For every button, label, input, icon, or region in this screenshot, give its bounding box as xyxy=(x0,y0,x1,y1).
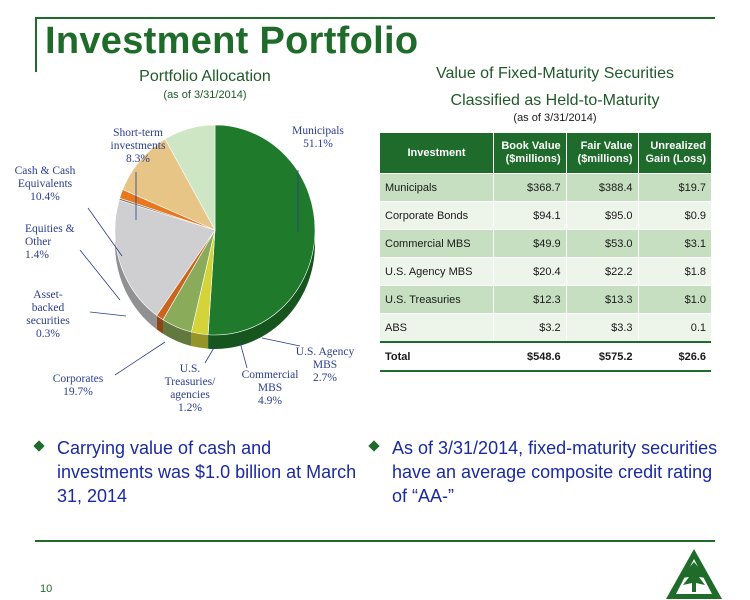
row-fair: $95.0 xyxy=(566,201,639,230)
pie-leader-line xyxy=(87,207,123,257)
pie-subtitle: (as of 3/31/2014) xyxy=(163,89,247,101)
table-row: Municipals $368.7 $388.4 $19.7 xyxy=(380,173,711,202)
pie-leader-line xyxy=(239,341,248,369)
diamond-bullet-icon xyxy=(33,440,45,452)
pie-leader-line xyxy=(114,341,166,376)
total-book: $548.6 xyxy=(493,341,567,372)
table-title-line1: Value of Fixed-Maturity Securities xyxy=(435,65,674,82)
pie-leader-line xyxy=(89,311,127,317)
header-unrealized-gain: Unrealized Gain (Loss) xyxy=(638,133,711,174)
row-fair: $53.0 xyxy=(566,229,639,258)
row-name: Commercial MBS xyxy=(380,229,494,258)
tree-logo-icon xyxy=(666,549,722,599)
table-subtitle: (as of 3/31/2014) xyxy=(513,112,597,124)
bullet-carrying-value: Carrying value of cash and investments w… xyxy=(33,436,357,508)
table-row: Commercial MBS $49.9 $53.0 $3.1 xyxy=(380,229,711,258)
pie-slice xyxy=(114,199,216,316)
row-book: $3.2 xyxy=(493,313,567,342)
bullet-text: As of 3/31/2014, fixed-maturity securiti… xyxy=(392,438,718,506)
pie-slice-side xyxy=(208,230,315,349)
header-fair-value: Fair Value ($millions) xyxy=(566,133,639,174)
row-book: $12.3 xyxy=(493,285,567,314)
table-row: U.S. Treasuries $12.3 $13.3 $1.0 xyxy=(380,285,711,314)
header-book-value: Book Value ($millions) xyxy=(493,133,567,174)
pie-slice xyxy=(207,124,316,336)
pie-slice-side xyxy=(156,315,164,334)
pie-slice-side xyxy=(191,332,209,349)
row-fair: $22.2 xyxy=(566,257,639,286)
pie-slice-label: Equities & Other 1.4% xyxy=(25,223,75,261)
title-rule xyxy=(35,17,715,19)
table-title: Value of Fixed-Maturity Securities Class… xyxy=(400,60,710,114)
total-name: Total xyxy=(380,341,494,372)
pie-title: Portfolio Allocation xyxy=(139,68,271,85)
total-fair: $575.2 xyxy=(566,341,639,372)
pie-slice-label: Asset-backed securities 0.3% xyxy=(26,289,70,340)
pie-slice-label: Commercial MBS 4.9% xyxy=(242,369,299,407)
pie-chart: Municipals 51.1% U.S. Agency MBS 2.7%Commerc… xyxy=(15,124,355,414)
header-investment: Investment xyxy=(380,133,494,174)
pie-slice-label: Municipals 51.1% xyxy=(292,125,344,150)
held-to-maturity-table: Investment Book Value ($millions) Fair V… xyxy=(380,133,711,372)
pie-slice-side xyxy=(115,230,157,330)
row-name: U.S. Agency MBS xyxy=(380,257,494,286)
row-gain: $19.7 xyxy=(638,173,711,202)
row-name: ABS xyxy=(380,313,494,342)
page-number: 10 xyxy=(40,583,53,595)
row-book: $49.9 xyxy=(493,229,567,258)
row-gain: $0.9 xyxy=(638,201,711,230)
table-row: Corporate Bonds $94.1 $95.0 $0.9 xyxy=(380,201,711,230)
row-book: $20.4 xyxy=(493,257,567,286)
table-title-line2: Classified as Held-to-Maturity xyxy=(450,92,660,109)
pie-slice-label: Short-term investments 8.3% xyxy=(111,127,166,165)
row-book: $94.1 xyxy=(493,201,567,230)
table-row: ABS $3.2 $3.3 0.1 xyxy=(380,313,711,342)
table-header-row: Investment Book Value ($millions) Fair V… xyxy=(380,133,711,174)
title-rule-vertical xyxy=(35,17,37,72)
diamond-bullet-icon xyxy=(368,440,380,452)
bullet-text: Carrying value of cash and investments w… xyxy=(57,438,357,506)
bullet-credit-rating: As of 3/31/2014, fixed-maturity securiti… xyxy=(368,436,732,508)
row-book: $368.7 xyxy=(493,173,567,202)
pie-slice-label: U.S. Treasuries/agencies 1.2% xyxy=(165,363,216,414)
total-gain: $26.6 xyxy=(638,341,711,372)
slide-title: Investment Portfolio xyxy=(45,20,419,62)
row-fair: $13.3 xyxy=(566,285,639,314)
pie-leader-line xyxy=(79,249,121,301)
pie-slice-label: Cash & Cash Equivalents 10.4% xyxy=(15,165,76,203)
pie-leader-line xyxy=(204,345,216,364)
row-gain: $3.1 xyxy=(638,229,711,258)
table-row: U.S. Agency MBS $20.4 $22.2 $1.8 xyxy=(380,257,711,286)
table-total-row: Total $548.6 $575.2 $26.6 xyxy=(380,341,711,372)
pie-leader-line xyxy=(261,337,301,347)
row-gain: 0.1 xyxy=(638,313,711,342)
footer-rule xyxy=(35,540,715,542)
pie-slice-label: U.S. Agency MBS 2.7% xyxy=(296,346,355,384)
row-gain: $1.8 xyxy=(638,257,711,286)
row-name: U.S. Treasuries xyxy=(380,285,494,314)
row-fair: $388.4 xyxy=(566,173,639,202)
row-gain: $1.0 xyxy=(638,285,711,314)
pie-slice xyxy=(122,138,216,231)
pie-slice-label: Corporates 19.7% xyxy=(53,373,104,398)
row-name: Corporate Bonds xyxy=(380,201,494,230)
row-fair: $3.3 xyxy=(566,313,639,342)
row-name: Municipals xyxy=(380,173,494,202)
pie-slice xyxy=(164,124,216,231)
pie-slice-side xyxy=(163,319,192,347)
